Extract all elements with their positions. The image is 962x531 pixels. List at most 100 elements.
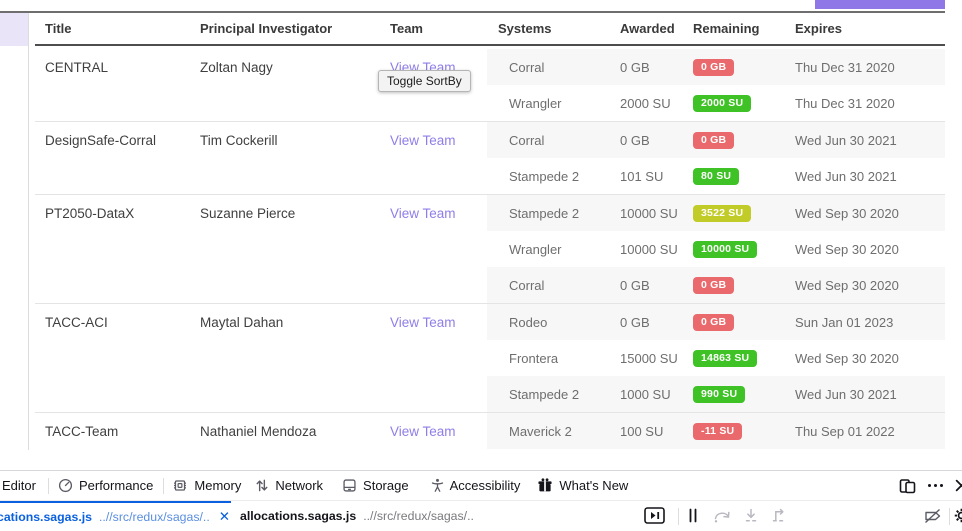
pause-icon[interactable] bbox=[688, 508, 698, 523]
remaining-cell: 0 GB bbox=[693, 58, 795, 76]
awarded-cell: 1000 SU bbox=[620, 387, 693, 402]
devtools-tabbar: Editor Performance Memory Network Storage Acc… bbox=[0, 471, 962, 501]
column-header-awarded[interactable]: Awarded bbox=[620, 21, 693, 36]
remaining-badge: 14863 SU bbox=[693, 350, 757, 367]
view-team-link[interactable]: View Team bbox=[390, 133, 456, 148]
column-header-team[interactable]: Team bbox=[388, 21, 487, 36]
remaining-badge: 2000 SU bbox=[693, 95, 751, 112]
remaining-cell: 2000 SU bbox=[693, 94, 795, 112]
column-header-remaining[interactable]: Remaining bbox=[693, 21, 795, 36]
system-name-cell: Corral bbox=[487, 278, 620, 293]
devtools-tab-label: What's New bbox=[559, 478, 628, 493]
debugger-divider bbox=[678, 508, 679, 525]
system-name-cell: Stampede 2 bbox=[487, 169, 620, 184]
devtools-tab-label: Performance bbox=[79, 478, 153, 493]
source-tab-allocations-sagas-js[interactable]: allocations.sagas.js..//src/redux/sagas/… bbox=[240, 501, 490, 531]
expires-cell: Wed Sep 30 2020 bbox=[795, 242, 945, 257]
pause-on-next-icon[interactable] bbox=[644, 507, 665, 524]
remaining-cell: 14863 SU bbox=[693, 349, 795, 367]
devtools-tab-what-s-new[interactable]: What's New bbox=[537, 478, 628, 493]
settings-icon[interactable] bbox=[954, 508, 962, 523]
column-header-title[interactable]: Title bbox=[35, 21, 200, 36]
menu-dots-icon[interactable] bbox=[927, 483, 944, 488]
awarded-cell: 10000 SU bbox=[620, 206, 693, 221]
devtools-tab-memory[interactable]: Memory bbox=[172, 478, 241, 493]
expires-cell: Wed Jun 30 2021 bbox=[795, 169, 945, 184]
awarded-cell: 10000 SU bbox=[620, 242, 693, 257]
remaining-cell: 80 SU bbox=[693, 167, 795, 185]
system-name-cell: Wrangler bbox=[487, 96, 620, 111]
view-team-link[interactable]: View Team bbox=[390, 206, 456, 221]
source-tab-path: ..//src/redux/sagas/.. bbox=[363, 509, 474, 523]
column-header-principal-investigator[interactable]: Principal Investigator bbox=[200, 21, 388, 36]
devtools-tab-network[interactable]: Network bbox=[255, 478, 323, 493]
step-out-icon[interactable] bbox=[771, 508, 787, 523]
source-tab-path: ..//src/redux/sagas/.. bbox=[99, 510, 210, 524]
responsive-design-icon[interactable] bbox=[899, 478, 916, 494]
remaining-badge: 10000 SU bbox=[693, 241, 757, 258]
system-name-cell: Stampede 2 bbox=[487, 206, 620, 221]
expires-cell: Wed Jun 30 2021 bbox=[795, 387, 945, 402]
awarded-cell: 0 GB bbox=[620, 278, 693, 293]
expires-cell: Wed Jun 30 2021 bbox=[795, 133, 945, 148]
column-header-systems[interactable]: Systems bbox=[487, 21, 620, 36]
remaining-cell: 0 GB bbox=[693, 131, 795, 149]
remaining-badge: 0 GB bbox=[693, 132, 734, 149]
column-header-expires[interactable]: Expires bbox=[795, 21, 945, 36]
team-cell: View Team bbox=[388, 195, 487, 231]
expires-cell: Wed Sep 30 2020 bbox=[795, 206, 945, 221]
deactivate-breakpoints-icon[interactable] bbox=[923, 508, 943, 524]
memory-icon bbox=[172, 478, 188, 493]
awarded-cell: 15000 SU bbox=[620, 351, 693, 366]
left-gutter-cell bbox=[0, 13, 28, 46]
allocation-title-cell: TACC-ACI bbox=[35, 304, 200, 340]
awarded-cell: 100 SU bbox=[620, 424, 693, 439]
allocation-title-cell: CENTRAL bbox=[35, 49, 200, 85]
devtools-panel: Editor Performance Memory Network Storage Acc… bbox=[0, 470, 962, 530]
remaining-badge: 80 SU bbox=[693, 168, 739, 185]
devtools-tab-label: Accessibility bbox=[450, 478, 521, 493]
principal-investigator-cell: Zoltan Nagy bbox=[200, 49, 388, 85]
close-icon[interactable] bbox=[955, 479, 962, 492]
devtools-tab-editor[interactable]: Editor bbox=[2, 478, 36, 493]
devtools-tab-label: Network bbox=[275, 478, 323, 493]
step-in-icon[interactable] bbox=[744, 508, 758, 523]
awarded-cell: 101 SU bbox=[620, 169, 693, 184]
accessibility-icon bbox=[431, 478, 444, 493]
devtools-source-row: cations.sagas.js..//src/redux/sagas/..✕a… bbox=[0, 501, 962, 531]
debugger-divider bbox=[949, 508, 950, 525]
devtools-tab-storage[interactable]: Storage bbox=[342, 478, 409, 493]
system-name-cell: Rodeo bbox=[487, 315, 620, 330]
remaining-badge: 0 GB bbox=[693, 277, 734, 294]
devtools-tab-accessibility[interactable]: Accessibility bbox=[431, 478, 521, 493]
expires-cell: Thu Dec 31 2020 bbox=[795, 96, 945, 111]
remaining-cell: 990 SU bbox=[693, 385, 795, 403]
source-tab-cations-sagas-js[interactable]: cations.sagas.js..//src/redux/sagas/..✕ bbox=[0, 501, 231, 531]
toolbar-divider bbox=[48, 478, 49, 494]
devtools-tab-performance[interactable]: Performance bbox=[58, 478, 153, 493]
step-over-icon[interactable] bbox=[713, 509, 731, 524]
team-cell: View Team bbox=[388, 413, 487, 449]
expires-cell: Wed Sep 30 2020 bbox=[795, 278, 945, 293]
source-tab-close-icon[interactable]: ✕ bbox=[219, 509, 230, 525]
principal-investigator-cell: Nathaniel Mendoza bbox=[200, 413, 388, 449]
system-name-cell: Wrangler bbox=[487, 242, 620, 257]
view-team-link[interactable]: View Team bbox=[390, 315, 456, 330]
view-team-link[interactable]: View Team bbox=[390, 424, 456, 439]
remaining-badge: 3522 SU bbox=[693, 205, 751, 222]
